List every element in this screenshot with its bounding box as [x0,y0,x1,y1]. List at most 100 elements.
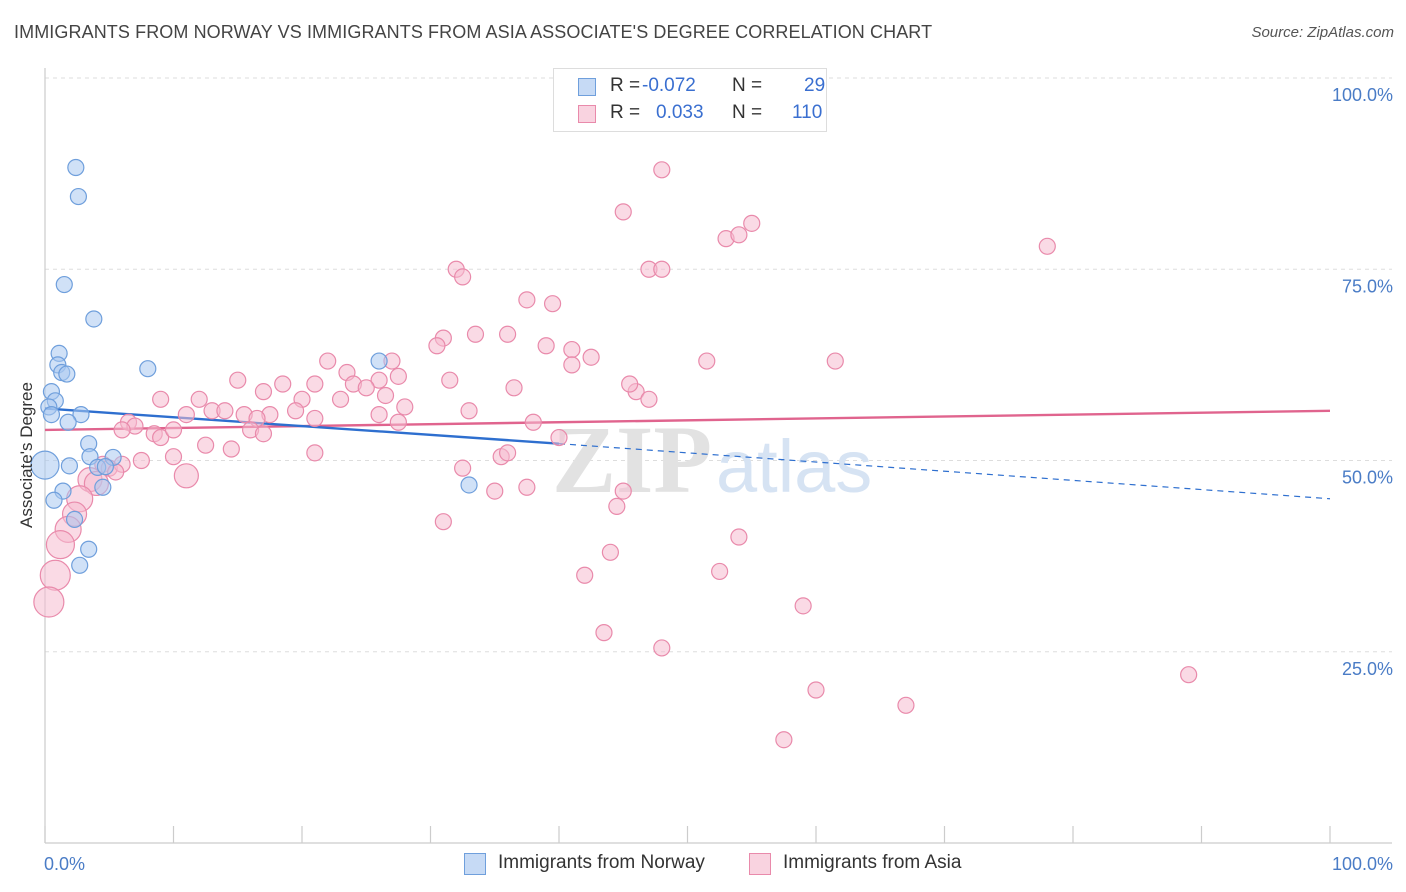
asia-point [537,337,555,355]
asia-point [499,325,517,343]
asia-point [730,528,748,546]
asia-point [614,482,632,500]
y-tick-label: 100.0% [1332,85,1393,105]
asia-point [518,478,536,496]
norway-point [460,476,478,494]
asia-point [428,337,446,355]
legend-n-value: 110 [792,102,823,123]
norway-point [45,491,63,509]
asia-point [45,530,76,560]
norway-trend-extension [558,443,1331,500]
asia-point [454,268,472,286]
x-tick-label: 0.0% [44,854,85,874]
y-tick-label: 50.0% [1342,468,1393,488]
bottom-legend-swatch-asia [749,853,771,875]
asia-point [460,402,478,420]
asia-point [229,371,247,389]
norway-point [370,352,388,370]
asia-point [897,696,915,714]
asia-point [370,406,388,424]
asia-point [595,624,613,642]
asia-point [486,482,504,500]
asia-point [164,421,183,439]
bottom-legend-label-asia: Immigrants from Asia [783,852,962,873]
bottom-legend-label-norway: Immigrants from Norway [498,852,705,873]
legend-swatch-norway [578,78,596,96]
y-axis-label: Associate's Degree [17,382,36,528]
asia-point [357,379,375,397]
norway-point [42,406,61,424]
asia-point [434,513,452,531]
asia-point [319,352,337,370]
norway-point [69,187,88,206]
legend-r-value: -0.072 [642,75,696,96]
asia-point [222,440,240,458]
asia-point [1038,237,1056,255]
norway-point [65,510,84,529]
asia-point [39,559,71,591]
legend-n-label: N = [732,75,763,96]
asia-point [370,371,388,389]
norway-point [55,275,73,294]
legend-swatch-asia [578,105,596,123]
asia-point [730,226,748,244]
norway-point [139,360,157,378]
asia-point [152,390,170,408]
asia-point [306,444,324,462]
asia-point [389,413,407,431]
asia-point [164,448,183,466]
watermark-atlas: atlas [716,425,872,508]
norway-point [71,556,89,574]
norway-point [58,365,76,383]
norway-point [94,478,112,496]
norway-point [72,406,90,424]
asia-point [152,428,170,447]
asia-point [254,383,273,401]
asia-point [190,390,208,408]
asia-point [550,428,568,447]
asia-point [306,409,324,428]
asia-point [621,375,639,393]
legend-r-label: R = [610,102,641,123]
norway-point [30,450,60,480]
asia-point [711,562,729,581]
asia-point [197,436,215,454]
bottom-legend-swatch-norway [464,853,486,875]
asia-point [582,348,600,366]
asia-point [274,375,292,393]
asia-point [653,639,671,657]
asia-point [807,681,825,699]
asia-point [505,379,523,397]
asia-point [499,444,517,462]
asia-point [653,260,671,278]
asia-point [216,402,234,420]
asia-point [1180,666,1198,684]
tick-labels: 25.0% 50.0% 75.0% 100.0% 0.0% 100.0% [44,85,1393,874]
asia-point [576,566,594,584]
norway-point [59,413,77,431]
stats-legend: R = -0.072 N = 29 R = 0.033 N = 110 [553,68,827,132]
asia-point [376,386,395,405]
y-tick-label: 75.0% [1342,276,1393,296]
norway-point [96,458,114,476]
norway-point [85,310,103,328]
norway-point [60,457,79,475]
asia-point [396,398,414,416]
asia-point [466,325,485,343]
asia-point [254,425,273,443]
asia-point [389,367,407,385]
asia-point [518,291,536,309]
asia-point [524,413,542,431]
asia-point [113,421,131,439]
legend-r-label: R = [610,75,641,96]
norway-point [80,540,98,558]
asia-point [640,390,658,408]
x-tick-label: 100.0% [1332,854,1393,874]
chart-title: IMMIGRANTS FROM NORWAY VS IMMIGRANTS FRO… [14,22,933,42]
legend-n-value: 29 [804,75,826,96]
asia-point [608,497,626,515]
watermark-zip: ZIP [552,406,712,513]
asia-point [775,731,793,749]
asia-point [826,352,844,370]
